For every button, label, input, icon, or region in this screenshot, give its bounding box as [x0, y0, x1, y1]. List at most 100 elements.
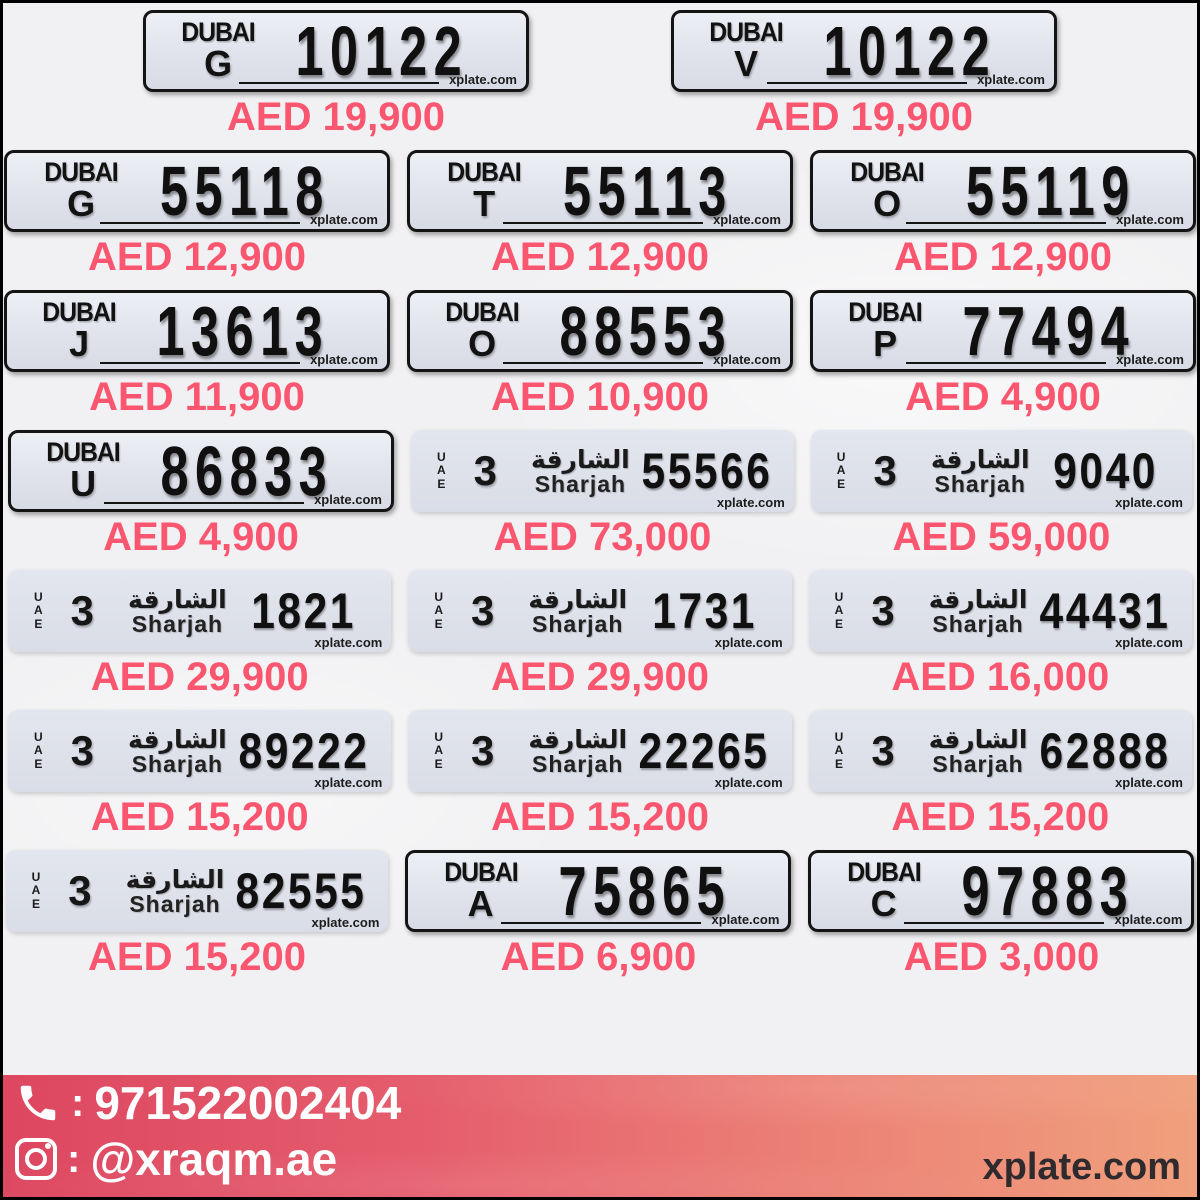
plate-listing: DUBAI P 77494 xplate.com AED 4,900 [810, 290, 1196, 420]
plate-code-letter: V [734, 42, 759, 84]
xplate-watermark: xplate.com [714, 635, 783, 650]
plate-emirate-block: DUBAI V [674, 16, 790, 84]
xplate-watermark: xplate.com [1115, 775, 1183, 790]
plate-listing: U A E 3 الشارقة Sharjah 55566 xplate.com… [411, 430, 794, 560]
dubai-plate: DUBAI G 55118 xplate.com [4, 150, 390, 232]
plate-number-area: 55566 [630, 446, 794, 496]
sharjah-arabic-label: الشارقة [531, 444, 630, 474]
plate-number-area: 44431 [1027, 586, 1192, 636]
plate-number: 13613 [156, 292, 330, 370]
plate-code-digit: 3 [70, 587, 95, 634]
uae-letter: A [34, 743, 43, 758]
price-label: AED 3,000 [903, 935, 1100, 979]
uae-stack: U A E [437, 451, 446, 491]
plate-listing: U A E 3 الشارقة Sharjah 1731 xplate.com … [408, 570, 792, 700]
sharjah-english-label: Sharjah [532, 750, 624, 777]
dubai-logo: DUBAI [846, 856, 921, 887]
sharjah-plate: U A E 3 الشارقة Sharjah 1821 xplate.com [8, 570, 392, 652]
price-label: AED 19,900 [227, 95, 445, 139]
uae-letter: E [834, 616, 843, 631]
plate-listing: U A E 3 الشارقة Sharjah 44431 xplate.com… [808, 570, 1192, 700]
uae-stack: U A E [34, 731, 43, 771]
dubai-logo: DUBAI [443, 856, 518, 887]
sharjah-plate: U A E 3 الشارقة Sharjah 9040 xplate.com [810, 430, 1192, 512]
sharjah-arabic-label: الشارقة [128, 724, 227, 754]
xplate-watermark: xplate.com [906, 212, 1184, 227]
plate-number-area: 86833 [127, 436, 391, 506]
sharjah-plate: U A E 3 الشارقة Sharjah 1731 xplate.com [408, 570, 792, 652]
plate-code-digit: 3 [68, 867, 92, 914]
sharjah-arabic-label: الشارقة [928, 724, 1028, 754]
plate-emirate-block: DUBAI C [811, 856, 927, 922]
plate-code-digit: 3 [471, 727, 495, 774]
plate-number-area: 55118 [127, 156, 387, 226]
separator: : [71, 1080, 85, 1125]
sharjah-plate: U A E 3 الشارقة Sharjah 89222 xplate.com [8, 710, 392, 792]
plate-code-letter: A [467, 882, 494, 924]
plate-number-area: 13613 [123, 296, 387, 366]
phone-number: 971522002404 [94, 1077, 402, 1129]
plate-emirate-block: DUBAI G [146, 16, 262, 82]
sharjah-label: الشارقة Sharjah [931, 447, 1030, 496]
plate-row: U A E 3 الشارقة Sharjah 1821 xplate.com … [3, 570, 1197, 710]
sharjah-arabic-label: الشارقة [930, 444, 1030, 474]
xplate-watermark: xplate.com [314, 635, 383, 650]
plate-number: 10122 [295, 12, 469, 90]
sharjah-label: الشارقة Sharjah [128, 587, 227, 636]
price-label: AED 16,000 [891, 655, 1110, 699]
sharjah-plate: U A E 3 الشارقة Sharjah 82555 xplate.com [5, 850, 389, 932]
plate-emirate-block: DUBAI O [813, 158, 933, 222]
uae-letter: U [834, 590, 844, 605]
plate-row: DUBAI J 13613 xplate.com AED 11,900 DUBA… [3, 290, 1197, 430]
uae-stack: U A E [835, 731, 844, 771]
sharjah-arabic-label: الشارقة [928, 584, 1028, 614]
instagram-icon [15, 1138, 57, 1180]
plate-number: 75865 [558, 852, 731, 930]
uae-letter: E [434, 756, 443, 771]
plate-number-area: 1731 [627, 586, 792, 636]
plate-code-letter: U [70, 462, 97, 504]
uae-letter: E [34, 616, 43, 631]
uae-letter: A [437, 463, 446, 478]
sharjah-plate: U A E 3 الشارقة Sharjah 55566 xplate.com [411, 430, 794, 512]
sharjah-label: الشارقة Sharjah [528, 587, 627, 636]
xplate-watermark: xplate.com [1115, 635, 1183, 650]
plate-row: DUBAI U 86833 xplate.com AED 4,900 U A E… [3, 430, 1197, 570]
uae-letter: U [437, 450, 446, 465]
dubai-logo: DUBAI [709, 16, 784, 47]
plate-number-area: 77494 [929, 296, 1193, 366]
instagram-handle: @xraqm.ae [90, 1133, 338, 1185]
dubai-logo: DUBAI [181, 16, 256, 47]
plate-number-area: 75865 [525, 856, 789, 926]
sharjah-label: الشارقة Sharjah [528, 727, 627, 776]
price-label: AED 4,900 [905, 375, 1101, 419]
plate-number: 9040 [1053, 443, 1159, 499]
plate-number: 1731 [651, 583, 757, 639]
price-label: AED 4,900 [103, 515, 299, 559]
uae-stack: U A E [34, 591, 43, 631]
dubai-plate: DUBAI O 55119 xplate.com [810, 150, 1196, 232]
uae-letter: U [34, 730, 43, 745]
dubai-plate: DUBAI O 88553 xplate.com [407, 290, 793, 372]
price-label: AED 73,000 [493, 515, 712, 559]
uae-letter: E [437, 476, 446, 491]
plate-code-digit: 3 [871, 587, 895, 634]
dubai-plate: DUBAI P 77494 xplate.com [810, 290, 1196, 372]
xplate-watermark: xplate.com [100, 352, 378, 367]
price-label: AED 12,900 [894, 235, 1112, 279]
plate-emirate-block: DUBAI J [7, 298, 123, 362]
uae-stack: U A E [434, 731, 443, 771]
uae-letter: U [434, 730, 443, 745]
sharjah-label: الشارقة Sharjah [531, 447, 630, 496]
phone-icon [20, 1085, 56, 1121]
sharjah-english-label: Sharjah [932, 750, 1024, 777]
plate-code-letter: P [873, 322, 898, 364]
dubai-logo: DUBAI [44, 156, 118, 187]
xplate-watermark: xplate.com [767, 72, 1045, 87]
price-label: AED 6,900 [500, 935, 697, 979]
plate-number: 44431 [1039, 583, 1171, 639]
sharjah-label: الشارقة Sharjah [128, 727, 227, 776]
plate-row: DUBAI G 55118 xplate.com AED 12,900 DUBA… [3, 150, 1197, 290]
plate-row: U A E 3 الشارقة Sharjah 82555 xplate.com… [3, 850, 1197, 990]
plate-number-area: 88553 [526, 296, 790, 366]
